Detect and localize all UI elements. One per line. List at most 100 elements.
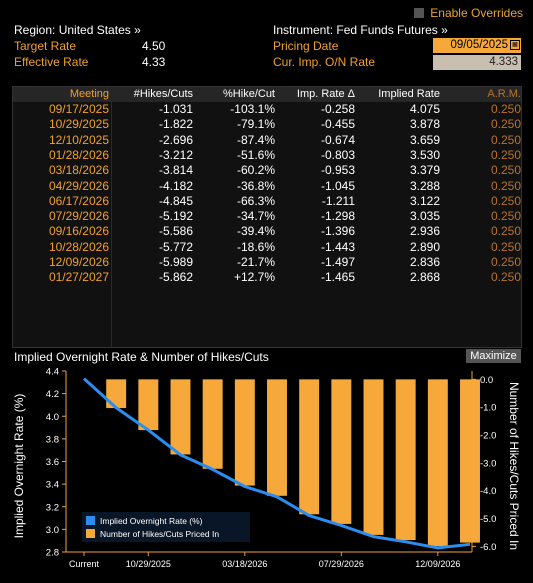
cur-imp-rate-input[interactable]: 4.333 bbox=[433, 55, 521, 70]
cell-hikes-cuts: -5.586 bbox=[158, 224, 193, 239]
cell-implied-rate: 3.659 bbox=[409, 132, 440, 147]
pricing-date-input[interactable]: 09/05/2025 ▦ bbox=[433, 38, 521, 53]
legend-swatch-rate bbox=[86, 516, 95, 525]
table-row[interactable]: 04/29/2026 -4.182 -36.8% -1.045 3.288 0.250 bbox=[13, 179, 521, 194]
cell-meeting: 03/18/2026 bbox=[48, 163, 109, 178]
y-left-tick-label: 2.8 bbox=[46, 548, 59, 559]
cell-imp-rate-delta: -1.497 bbox=[320, 255, 355, 269]
col-header-arm[interactable]: A.R.M. bbox=[487, 88, 521, 100]
cell-imp-rate-delta: -1.396 bbox=[320, 224, 355, 239]
calendar-icon[interactable]: ▦ bbox=[510, 40, 520, 50]
table-row[interactable]: 07/29/2026 -5.192 -34.7% -1.298 3.035 0.250 bbox=[13, 209, 521, 224]
cell-meeting: 09/17/2025 bbox=[48, 102, 109, 116]
checkbox-icon[interactable] bbox=[414, 8, 425, 18]
cell-hikes-cuts: -1.031 bbox=[158, 102, 193, 116]
bar-hikes-cuts bbox=[460, 379, 480, 543]
col-header-hikes-cuts[interactable]: #Hikes/Cuts bbox=[133, 88, 193, 100]
cell-pct-hike-cut: -39.4% bbox=[236, 224, 275, 239]
cell-arm: 0.250 bbox=[490, 224, 521, 239]
cell-imp-rate-delta: -0.953 bbox=[320, 163, 355, 178]
cell-arm: 0.250 bbox=[490, 193, 521, 208]
chart-title: Implied Overnight Rate & Number of Hikes… bbox=[14, 350, 269, 364]
effective-rate-label: Effective Rate bbox=[14, 55, 89, 69]
table-row[interactable]: 12/10/2025 -2.696 -87.4% -0.674 3.659 0.250 bbox=[13, 133, 521, 148]
instrument-selector[interactable]: Instrument: Fed Funds Futures » bbox=[273, 23, 448, 37]
cell-meeting: 10/29/2025 bbox=[48, 117, 109, 132]
cell-arm: 0.250 bbox=[490, 270, 521, 285]
cell-meeting: 04/29/2026 bbox=[48, 178, 109, 193]
cell-arm: 0.250 bbox=[490, 163, 521, 178]
table-row[interactable]: 01/27/2027 -5.862 +12.7% -1.465 2.868 0.250 bbox=[13, 270, 521, 285]
cell-pct-hike-cut: -60.2% bbox=[236, 163, 275, 178]
cell-pct-hike-cut: -103.1% bbox=[230, 102, 275, 116]
cell-hikes-cuts: -3.212 bbox=[158, 147, 193, 162]
cell-hikes-cuts: -5.192 bbox=[158, 209, 193, 224]
cell-arm: 0.250 bbox=[490, 132, 521, 147]
cell-hikes-cuts: -4.845 bbox=[158, 193, 193, 208]
cell-hikes-cuts: -5.862 bbox=[158, 270, 193, 285]
cell-imp-rate-delta: -1.298 bbox=[320, 209, 355, 224]
cell-implied-rate: 3.878 bbox=[409, 117, 440, 132]
cell-meeting: 07/29/2026 bbox=[48, 209, 109, 224]
cell-hikes-cuts: -5.989 bbox=[158, 255, 193, 269]
cell-meeting: 09/16/2026 bbox=[48, 224, 109, 239]
cell-meeting: 12/10/2025 bbox=[48, 132, 109, 147]
bar-hikes-cuts bbox=[267, 379, 287, 496]
table-row[interactable]: 06/17/2026 -4.845 -66.3% -1.211 3.122 0.250 bbox=[13, 194, 521, 209]
y-left-tick-label: 4.2 bbox=[46, 389, 59, 400]
bar-hikes-cuts bbox=[331, 379, 352, 524]
y-left-tick-label: 3.2 bbox=[46, 502, 59, 513]
cell-arm: 0.250 bbox=[490, 255, 521, 269]
cell-pct-hike-cut: +12.7% bbox=[233, 270, 275, 285]
table-row[interactable]: 01/28/2026 -3.212 -51.6% -0.803 3.530 0.250 bbox=[13, 148, 521, 163]
cell-imp-rate-delta: -1.211 bbox=[321, 193, 355, 208]
table-row[interactable]: 09/17/2025 -1.031 -103.1% -0.258 4.075 0.250 bbox=[13, 102, 521, 117]
cell-pct-hike-cut: -21.7% bbox=[236, 255, 275, 269]
y-left-tick-label: 4.4 bbox=[46, 367, 59, 378]
cell-implied-rate: 3.288 bbox=[409, 178, 440, 193]
bar-hikes-cuts bbox=[138, 379, 159, 431]
effective-rate-value: 4.33 bbox=[142, 55, 166, 69]
col-header-pct-hike-cut[interactable]: %Hike/Cut bbox=[223, 88, 275, 100]
bar-hikes-cuts bbox=[299, 379, 320, 515]
cell-arm: 0.250 bbox=[490, 178, 521, 193]
cell-implied-rate: 3.379 bbox=[409, 163, 440, 178]
region-selector[interactable]: Region: United States » bbox=[14, 23, 141, 37]
legend: Implied Overnight Rate (%) Number of Hik… bbox=[82, 512, 250, 542]
col-header-imp-rate-delta[interactable]: Imp. Rate Δ bbox=[296, 88, 355, 100]
col-header-implied-rate[interactable]: Implied Rate bbox=[378, 88, 440, 100]
y-left-tick-label: 3.0 bbox=[46, 525, 59, 536]
table-row[interactable]: 03/18/2026 -3.814 -60.2% -0.953 3.379 0.250 bbox=[13, 163, 521, 178]
x-tick-label: Current bbox=[69, 559, 100, 569]
table-row[interactable]: 10/28/2026 -5.772 -18.6% -1.443 2.890 0.250 bbox=[13, 240, 521, 255]
x-tick-label: 10/29/2025 bbox=[126, 559, 171, 569]
rate-chart: Implied Overnight Rate (%) Number of Hik… bbox=[12, 367, 521, 570]
cell-arm: 0.250 bbox=[490, 117, 521, 132]
table-row[interactable]: 10/29/2025 -1.822 -79.1% -0.455 3.878 0.250 bbox=[13, 117, 521, 132]
cell-arm: 0.250 bbox=[490, 102, 521, 116]
table-row[interactable]: 09/16/2026 -5.586 -39.4% -1.396 2.936 0.250 bbox=[13, 224, 521, 239]
enable-overrides-toggle[interactable]: Enable Overrides bbox=[414, 6, 523, 20]
cell-implied-rate: 2.936 bbox=[409, 224, 440, 239]
cell-pct-hike-cut: -51.6% bbox=[236, 147, 275, 162]
table-row[interactable]: 12/09/2026 -5.989 -21.7% -1.497 2.836 0.250 bbox=[13, 255, 521, 270]
cur-imp-rate-label: Cur. Imp. O/N Rate bbox=[273, 55, 376, 69]
bar-hikes-cuts bbox=[234, 379, 255, 486]
cell-pct-hike-cut: -18.6% bbox=[236, 239, 275, 254]
cell-pct-hike-cut: -87.4% bbox=[236, 132, 275, 147]
cell-meeting: 06/17/2026 bbox=[48, 193, 109, 208]
maximize-button[interactable]: Maximize bbox=[466, 349, 521, 363]
table-header: Meeting #Hikes/Cuts %Hike/Cut Imp. Rate … bbox=[13, 87, 521, 102]
col-header-meeting[interactable]: Meeting bbox=[69, 88, 109, 100]
x-tick-label: 03/18/2026 bbox=[222, 559, 267, 569]
x-tick-label: 12/09/2026 bbox=[415, 559, 460, 569]
cur-imp-rate-value: 4.333 bbox=[489, 56, 518, 68]
y-left-tick-label: 3.8 bbox=[46, 434, 59, 445]
bar-hikes-cuts bbox=[427, 379, 448, 547]
cell-imp-rate-delta: -0.455 bbox=[320, 117, 355, 132]
bar-hikes-cuts bbox=[363, 379, 384, 535]
y-axis-right-label: Number of Hikes/Cuts Priced In bbox=[507, 382, 521, 550]
cell-meeting: 01/28/2026 bbox=[48, 147, 109, 162]
bar-hikes-cuts bbox=[170, 379, 191, 455]
meetings-table: Meeting #Hikes/Cuts %Hike/Cut Imp. Rate … bbox=[12, 86, 522, 348]
